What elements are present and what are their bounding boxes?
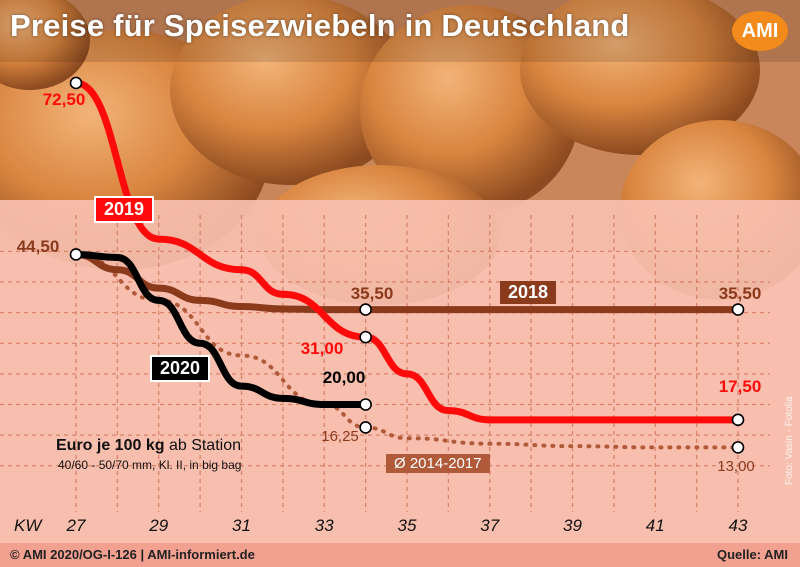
legend-2018: 2018 bbox=[500, 281, 557, 304]
label-avg-end: 13,00 bbox=[717, 458, 755, 475]
label-2019-start: 72,50 bbox=[42, 90, 86, 109]
title-band bbox=[0, 0, 800, 62]
data-point-marker bbox=[731, 303, 745, 316]
unit-sublabel: 40/60 - 50/70 mm, Kl. II, in big bag bbox=[58, 458, 242, 472]
x-tick-label: 43 bbox=[728, 516, 748, 535]
series-line-2019 bbox=[72, 79, 742, 424]
grid bbox=[0, 215, 770, 512]
legend-avg: Ø 2014-2017 bbox=[386, 454, 490, 473]
label-avg-kw34: 16,25 bbox=[321, 428, 359, 445]
x-tick-label: 37 bbox=[480, 516, 500, 535]
label-2019-end: 17,50 bbox=[718, 377, 762, 396]
chart-title: Preise für Speisezwiebeln in Deutschland bbox=[10, 8, 630, 43]
photo-credit: Foto: Vasin - Fotolia bbox=[784, 396, 795, 485]
x-tick-label: 31 bbox=[232, 516, 251, 535]
label-2018-kw34: 35,50 bbox=[350, 284, 394, 303]
series-layer bbox=[72, 79, 742, 450]
data-point-marker bbox=[731, 441, 745, 454]
series-line-avg bbox=[74, 252, 740, 450]
data-point-marker bbox=[359, 330, 372, 344]
x-tick-label: 41 bbox=[645, 516, 665, 535]
data-point-marker bbox=[69, 248, 83, 261]
x-tick-label: 35 bbox=[397, 516, 417, 535]
data-point-marker bbox=[359, 398, 372, 411]
legend-2020: 2020 bbox=[150, 355, 211, 382]
data-point-marker bbox=[359, 303, 372, 316]
label-start-44: 44,50 bbox=[16, 237, 60, 256]
footer-copyright: © AMI 2020/OG-I-126 | AMI-informiert.de bbox=[10, 547, 255, 562]
label-2018-end: 35,50 bbox=[718, 284, 762, 303]
data-point-marker bbox=[69, 76, 83, 90]
x-tick-label: 29 bbox=[149, 516, 169, 535]
label-2020-kw34: 20,00 bbox=[322, 368, 366, 387]
unit-label-rest: ab Station bbox=[164, 437, 241, 454]
marker-layer bbox=[69, 76, 745, 454]
unit-label-bold: Euro je 100 kg bbox=[56, 437, 165, 454]
unit-label: Euro je 100 kg ab Station bbox=[56, 437, 241, 455]
ami-logo: AMI bbox=[732, 11, 788, 51]
x-tick-label: 33 bbox=[314, 516, 334, 535]
label-2019-kw34: 31,00 bbox=[300, 339, 344, 358]
data-point-marker bbox=[731, 413, 745, 427]
x-tick-label: 39 bbox=[563, 516, 582, 535]
data-point-marker bbox=[359, 421, 372, 434]
legend-2019: 2019 bbox=[94, 196, 155, 223]
x-tick-label: 27 bbox=[66, 516, 86, 535]
footer-bar bbox=[0, 543, 800, 567]
footer-source: Quelle: AMI bbox=[716, 547, 788, 562]
x-axis-label: KW bbox=[14, 516, 42, 535]
series-line-2020 bbox=[72, 250, 370, 408]
